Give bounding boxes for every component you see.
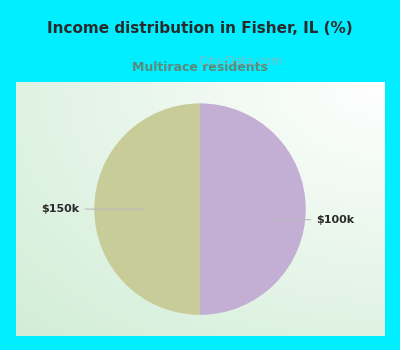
Wedge shape bbox=[200, 103, 306, 315]
Text: Multirace residents: Multirace residents bbox=[132, 61, 268, 74]
Text: City-Data.com: City-Data.com bbox=[198, 55, 283, 69]
Wedge shape bbox=[94, 103, 200, 315]
Text: $150k: $150k bbox=[42, 204, 144, 214]
Text: Income distribution in Fisher, IL (%): Income distribution in Fisher, IL (%) bbox=[47, 21, 353, 36]
Text: $100k: $100k bbox=[272, 215, 354, 225]
